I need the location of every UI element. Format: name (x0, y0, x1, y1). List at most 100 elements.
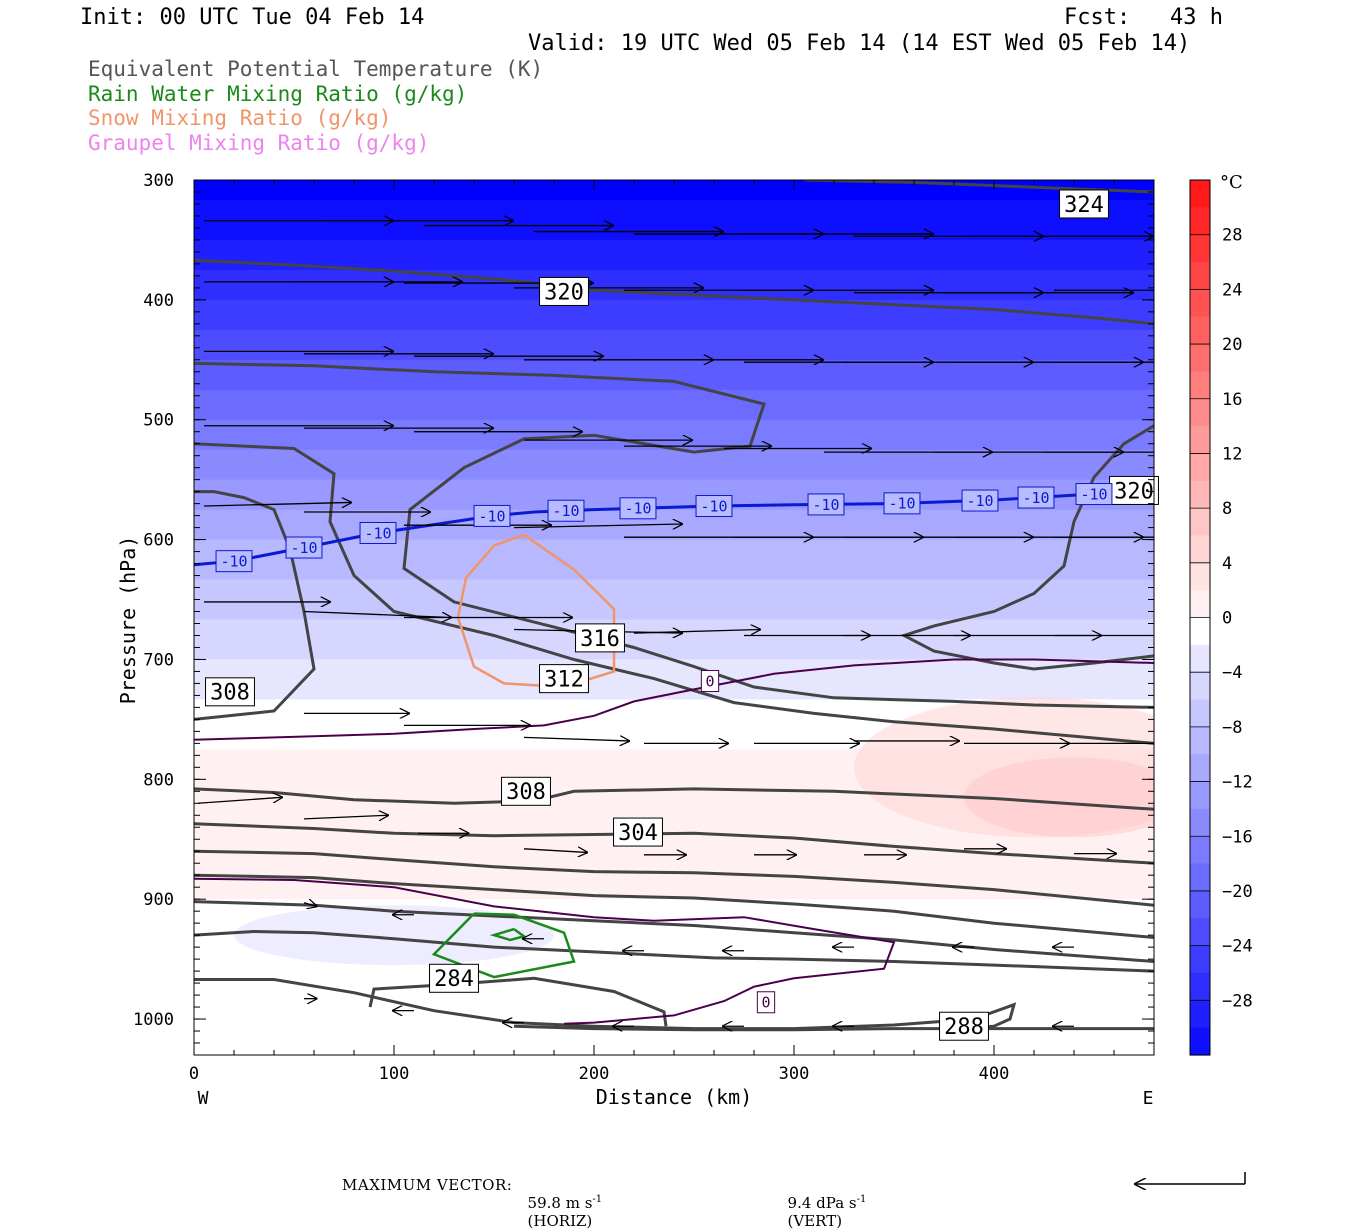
colorbar-tick-label: 4 (1222, 554, 1232, 574)
theta-e-label-box (205, 677, 255, 707)
theta-e-label: 308 (210, 681, 250, 706)
colorbar-unit: °C (1220, 172, 1243, 193)
temp-band (194, 549, 1154, 561)
y-tick-label: 900 (143, 890, 174, 910)
theta-e-label: 308 (506, 780, 546, 805)
temp-band (194, 259, 1154, 271)
colorbar-swatch (1190, 344, 1210, 373)
colorbar-tick-label: −4 (1222, 663, 1242, 683)
temp-band (194, 299, 1154, 311)
temp-band (194, 709, 1154, 720)
minus10-label-box (359, 521, 397, 544)
horiz-unit: (HORIZ) (527, 1212, 593, 1230)
cool-patch (234, 905, 554, 966)
temp-band (194, 459, 1154, 471)
theta-e-label-box (1109, 475, 1159, 505)
temp-band (194, 699, 1154, 710)
colorbar-swatch (1190, 234, 1210, 263)
colorbar-tick-label: 12 (1222, 444, 1242, 464)
temp-band (194, 969, 1154, 980)
theta-e-contour (194, 442, 1154, 745)
minus10-label: -10 (812, 496, 839, 514)
theta-e-label-box (501, 776, 551, 806)
wind-vector (523, 849, 587, 853)
temp-band (194, 879, 1154, 890)
temp-band (194, 369, 1154, 381)
colorbar-swatch (1190, 918, 1210, 947)
x-tick-label: 200 (579, 1064, 610, 1084)
colorbar-swatch (1190, 508, 1210, 537)
theta-e-label: 304 (618, 821, 658, 846)
colorbar-swatch (1190, 863, 1210, 892)
colorbar-swatch (1190, 672, 1210, 701)
temp-band (194, 539, 1154, 551)
axes: 0 100 200 300 400 300 400 500 600 700 800 900 1000 (133, 171, 1155, 1084)
temp-band (194, 449, 1154, 461)
colorbar-swatch (1190, 180, 1210, 208)
minus10-label-box (883, 492, 921, 515)
x-tick-label: 100 (379, 1064, 410, 1084)
temp-band (194, 189, 1154, 201)
colorbar-tick-label: −24 (1222, 937, 1253, 957)
temp-band (194, 529, 1154, 541)
temp-band (194, 439, 1154, 451)
colorbar-tick-label: 24 (1222, 280, 1242, 300)
theta-e-contour (194, 929, 1154, 973)
theta-e-label: 324 (1064, 193, 1104, 218)
valid-time: Valid: 19 UTC Wed 05 Feb 14 (14 EST Wed … (528, 31, 1191, 56)
theta-e-label-box (1059, 189, 1109, 219)
theta-e-label-box (939, 1011, 989, 1041)
legend-rain: Rain Water Mixing Ratio (g/kg) (88, 82, 468, 106)
theta-e-label: 284 (434, 967, 474, 992)
contour-labels: 324 320 316 312 308 320 308 304 284 288 0 0 -10 -10 -1… (205, 189, 1159, 1041)
temp-band (194, 839, 1154, 850)
y-tick-label: 800 (143, 770, 174, 790)
temp-band (194, 689, 1154, 701)
temp-band (194, 499, 1154, 511)
minus10-label-box (285, 536, 323, 559)
x-axis-title: Distance (km) (596, 1085, 753, 1109)
colorbar-tick-label: −8 (1222, 718, 1242, 738)
temp-band (194, 519, 1154, 531)
freezing-label: 0 (705, 672, 714, 690)
minus10-label: -10 (552, 502, 579, 520)
temp-band (194, 619, 1154, 631)
minus10-label-box (1017, 486, 1055, 509)
y-tick-label: 600 (143, 531, 174, 551)
minus10-label: -10 (290, 539, 317, 557)
rain-contour-inner (489, 927, 527, 942)
colorbar-tick-label: 16 (1222, 390, 1242, 410)
minus10-label: -10 (700, 497, 727, 515)
temp-band (194, 779, 1154, 790)
colorbar-swatch (1190, 617, 1210, 646)
wind-vector (303, 903, 317, 907)
vert-value: 9.4 dPa s (787, 1194, 857, 1212)
temp-band (194, 559, 1154, 571)
temp-band (194, 409, 1154, 421)
temp-band (194, 479, 1154, 491)
temp-band (194, 589, 1154, 601)
theta-e-contour (368, 976, 668, 1027)
colorbar-swatch (1190, 535, 1210, 564)
wind-vector (197, 797, 282, 804)
wind-vector (523, 737, 629, 741)
wind-vector (203, 502, 351, 506)
wind-vector (303, 815, 388, 819)
temp-band (194, 239, 1154, 251)
legend-graupel: Graupel Mixing Ratio (g/kg) (88, 131, 430, 155)
y-tick-label: 500 (143, 411, 174, 431)
temp-band (194, 429, 1154, 441)
temp-band (194, 819, 1154, 830)
theta-e-contour (194, 900, 1154, 963)
minus10-label-box (961, 489, 999, 512)
temp-band (194, 1031, 1154, 1038)
temp-band (194, 1037, 1154, 1044)
temp-band (194, 399, 1154, 411)
colorbar-swatch (1190, 1000, 1210, 1029)
colorbar-swatch (1190, 726, 1210, 755)
temp-band (194, 769, 1154, 780)
temp-band (194, 809, 1154, 820)
theta-e-contour (194, 849, 1154, 907)
temp-band (194, 639, 1154, 651)
temp-band (194, 309, 1154, 321)
